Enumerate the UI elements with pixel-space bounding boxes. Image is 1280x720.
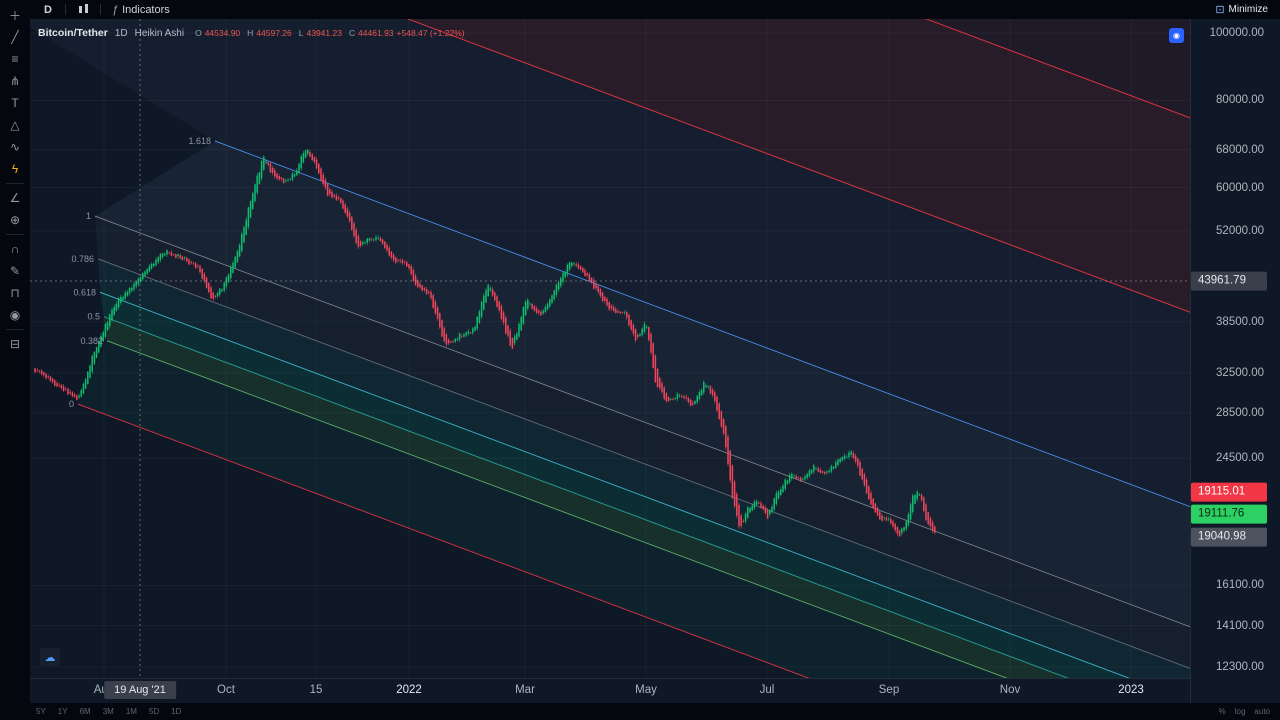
lock-drawings-icon[interactable]: ⊓ — [3, 282, 27, 304]
forecast-icon[interactable]: ∿ — [3, 136, 27, 158]
toolbar-divider — [99, 4, 101, 15]
minimize-label: Minimize — [1228, 4, 1268, 15]
last-price-label: 19040.98 — [1191, 527, 1267, 547]
magnet-icon[interactable]: ∩ — [3, 238, 27, 260]
last-price-label: 19115.01 — [1191, 482, 1267, 502]
chart-style-label: Heikin Ashi — [134, 27, 185, 39]
xabcd-pattern-icon[interactable]: △ — [3, 114, 27, 136]
range-1d[interactable]: 1D — [171, 707, 182, 716]
indicators-label: Indicators — [122, 3, 170, 16]
ohlc-values: O 44534.90 H 44597.26 L 43941.23 C 44461.93 … — [195, 28, 465, 38]
indicators-icon: ƒ — [111, 3, 119, 16]
camera-icon: ◉ — [1173, 31, 1180, 40]
drawing-toolbar: ＋ ╱ ≡ ⋔ T △ ∿ ϟ ∠ ⊕ ∩ ✎ ⊓ ◉ ⊟ — [0, 0, 30, 703]
candlestick-icon — [77, 3, 89, 16]
last-price-label: 19111.76 — [1191, 504, 1267, 524]
range-1m[interactable]: 1M — [125, 707, 137, 716]
top-toolbar: D ƒ Indicators ⊡ Minimize — [30, 0, 1280, 19]
bottom-bar: 5Y 1Y 6M 3M 1M 5D 1D % log auto — [0, 703, 1280, 720]
price-tick: 100000.00 — [1209, 27, 1264, 39]
price-tick: 80000.00 — [1216, 94, 1264, 107]
symbol-name[interactable]: Bitcoin/Tether — [38, 27, 108, 39]
time-tick: Mar — [515, 684, 535, 696]
price-change: +548.47 (+1.22%) — [396, 28, 465, 38]
time-tick: 2023 — [1118, 684, 1144, 696]
price-tick: 32500.00 — [1216, 366, 1264, 379]
price-tick: 28500.00 — [1216, 406, 1264, 419]
range-selector: 5Y 1Y 6M 3M 1M 5D 1D — [36, 707, 181, 716]
chart-area[interactable]: 0 0.382 0.5 0.618 0.786 1 1.618 Bitcoin/Tether… — [30, 19, 1190, 678]
hide-drawings-icon[interactable]: ◉ — [3, 304, 27, 326]
time-tick: Nov — [999, 684, 1021, 696]
time-tick: Sep — [878, 684, 900, 696]
scale-option-log[interactable]: log — [1234, 707, 1246, 716]
price-tick: 38500.00 — [1216, 315, 1264, 328]
cloud-icon: ☁ — [44, 651, 56, 664]
range-3m[interactable]: 3M — [102, 707, 114, 716]
measure-icon[interactable]: ∠ — [3, 187, 27, 209]
fib-level-label: 1 — [86, 211, 91, 221]
time-tick: 2022 — [396, 684, 422, 696]
scale-option-auto[interactable]: auto — [1254, 707, 1270, 716]
fib-level-label: 0.382 — [80, 336, 103, 346]
fib-channel-fills — [30, 19, 1190, 678]
fib-retracement-icon[interactable]: ≡ — [3, 48, 27, 70]
timeframe-button[interactable]: D — [36, 3, 60, 17]
grid — [30, 19, 1190, 678]
toolbar-separator — [6, 234, 24, 235]
range-5d[interactable]: 5D — [148, 707, 160, 716]
zoom-in-icon[interactable]: ⊕ — [3, 209, 27, 231]
price-tick: 16100.00 — [1216, 579, 1264, 592]
time-tick: 15 — [309, 684, 323, 696]
fib-level-label: 0.618 — [73, 287, 96, 297]
toolbar-divider — [64, 4, 66, 15]
draw-icon[interactable]: ✎ — [3, 260, 27, 282]
time-tick: Oct — [217, 684, 235, 696]
time-tick: Jul — [759, 684, 775, 696]
price-tick: 68000.00 — [1216, 143, 1264, 156]
crosshair-price-label: 43961.79 — [1191, 271, 1267, 291]
crosshair-date-label: 19 Aug '21 — [104, 681, 176, 699]
toolbar-separator — [6, 183, 24, 184]
text-tool-icon[interactable]: T — [3, 92, 27, 114]
pitchfork-icon[interactable]: ⋔ — [3, 70, 27, 92]
toolbar-separator — [6, 329, 24, 330]
minimize-icon: ⊡ — [1215, 4, 1225, 16]
snapshot-button[interactable]: ◉ — [1169, 28, 1184, 43]
zap-icon[interactable]: ϟ — [3, 158, 27, 180]
fib-level-label: 0.786 — [71, 254, 94, 264]
time-tick: May — [635, 684, 657, 696]
candlestick-series — [34, 149, 936, 537]
range-6m[interactable]: 6M — [79, 707, 91, 716]
range-1y[interactable]: 1Y — [57, 707, 68, 716]
price-axis[interactable]: 100000.00 80000.00 68000.00 60000.00 52000.0… — [1190, 19, 1280, 703]
scale-option-%[interactable]: % — [1218, 707, 1226, 716]
price-tick: 60000.00 — [1216, 181, 1264, 194]
indicators-button[interactable]: ƒ Indicators — [106, 3, 176, 17]
trend-line-icon[interactable]: ╱ — [3, 26, 27, 48]
fib-level-label: 0.5 — [87, 312, 100, 322]
price-chart-svg[interactable]: 0 0.382 0.5 0.618 0.786 1 1.618 — [30, 19, 1190, 678]
symbol-interval[interactable]: 1D — [114, 27, 128, 39]
remove-drawings-icon[interactable]: ⊟ — [3, 333, 27, 355]
crosshair-icon[interactable]: ＋ — [3, 4, 27, 26]
cloud-button[interactable]: ☁ — [40, 648, 60, 666]
scale-options: % log auto — [1219, 707, 1270, 716]
symbol-legend[interactable]: Bitcoin/Tether 1D Heikin Ashi O 44534.90 … — [38, 27, 465, 39]
price-tick: 12300.00 — [1216, 660, 1264, 673]
range-5y[interactable]: 5Y — [36, 707, 46, 716]
price-tick: 52000.00 — [1216, 224, 1264, 237]
chart-type-button[interactable] — [71, 2, 95, 17]
fib-channel-lines — [77, 19, 1190, 678]
fib-level-label: 0 — [69, 399, 74, 409]
time-axis[interactable]: AugOct152022MarMayJulSepNov202319 Aug '2… — [30, 678, 1190, 703]
price-tick: 24500.00 — [1216, 452, 1264, 465]
minimize-button[interactable]: ⊡ Minimize — [1209, 2, 1274, 17]
price-tick: 14100.00 — [1216, 619, 1264, 632]
fib-level-label: 1.618 — [188, 136, 211, 146]
crosshair — [30, 19, 1190, 678]
